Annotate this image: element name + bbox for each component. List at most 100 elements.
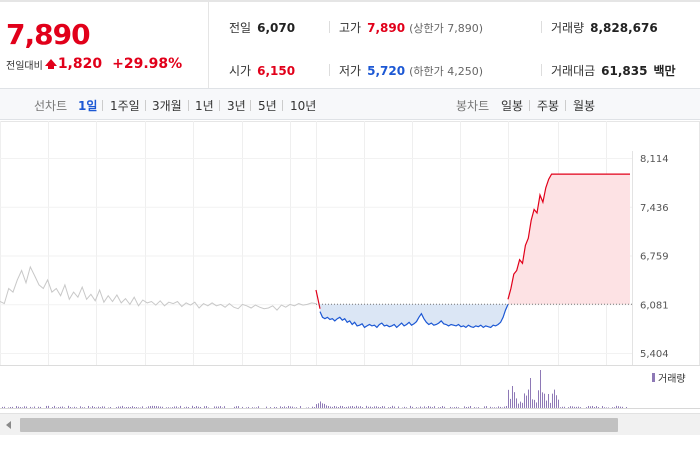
volume-bar bbox=[188, 407, 189, 408]
volume-bar bbox=[70, 407, 71, 408]
volume-bar bbox=[222, 407, 223, 408]
volume-bar bbox=[300, 406, 301, 408]
volume-bar bbox=[434, 406, 435, 408]
volume-bar bbox=[410, 405, 411, 408]
tab-1week[interactable]: 1주일 bbox=[110, 99, 140, 113]
volume-bar bbox=[60, 406, 61, 408]
volume-bar bbox=[484, 406, 485, 408]
volume-bar bbox=[22, 407, 23, 408]
volume-legend-label: 거래량 bbox=[658, 373, 686, 385]
volume-bar bbox=[322, 403, 323, 408]
volume-bar bbox=[616, 405, 617, 408]
volume-bar bbox=[442, 406, 443, 408]
stat-low: 저가 5,720 (하한가 4,250) bbox=[339, 64, 483, 78]
volume-bar bbox=[224, 406, 225, 408]
volume-bar bbox=[390, 406, 391, 408]
volume-bar bbox=[450, 406, 451, 408]
volume-bar bbox=[548, 394, 549, 408]
volume-bar bbox=[68, 405, 69, 408]
chart-scrollbar[interactable] bbox=[0, 413, 700, 435]
volume-bar bbox=[52, 407, 53, 408]
volume-bar bbox=[266, 406, 267, 408]
line-chart-label: 선차트 bbox=[34, 99, 68, 113]
volume-bar bbox=[508, 389, 509, 408]
volume-bar bbox=[334, 406, 335, 408]
volume-bar bbox=[58, 407, 59, 408]
volume-bar bbox=[146, 407, 147, 408]
volume-bar bbox=[16, 406, 17, 408]
volume-bar bbox=[370, 406, 371, 408]
volume-bar bbox=[216, 406, 217, 408]
volume-bar bbox=[574, 406, 575, 408]
volume-bar bbox=[200, 406, 201, 408]
volume-bar bbox=[592, 405, 593, 408]
volume-bar bbox=[192, 405, 193, 408]
volume-bar bbox=[550, 402, 551, 408]
volume-bar bbox=[626, 406, 627, 408]
volume-bar bbox=[620, 406, 621, 408]
tab-10years[interactable]: 10년 bbox=[290, 99, 317, 113]
tab-daily-candle[interactable]: 일봉 bbox=[501, 99, 524, 113]
volume-bar bbox=[62, 406, 63, 408]
volume-bar bbox=[394, 406, 395, 408]
volume-bar bbox=[254, 407, 255, 408]
y-tick-label: 7,436 bbox=[640, 203, 669, 214]
price-chart: 8,114 7,436 6,759 6,081 5,404 거래량 bbox=[0, 121, 700, 409]
volume-bar bbox=[366, 405, 367, 408]
volume-bar bbox=[94, 406, 95, 408]
volume-bar bbox=[346, 406, 347, 408]
scroll-thumb[interactable] bbox=[20, 418, 618, 432]
volume-bar bbox=[198, 406, 199, 408]
volume-bar bbox=[34, 406, 35, 408]
volume-bar bbox=[392, 405, 393, 408]
stat-open: 시가 6,150 bbox=[229, 64, 296, 78]
volume-bar bbox=[8, 407, 9, 408]
volume-bar bbox=[546, 400, 547, 408]
volume-bar bbox=[286, 407, 287, 408]
volume-bar bbox=[512, 386, 513, 408]
tab-3months[interactable]: 3개월 bbox=[152, 99, 182, 113]
divider bbox=[541, 21, 542, 33]
volume-bar bbox=[82, 407, 83, 408]
volume-bar bbox=[562, 406, 563, 408]
chart-toolbar: 선차트 1일 1주일 3개월 1년 3년 5년 10년 봉차트 일봉 주봉 월봉 bbox=[0, 88, 700, 120]
volume-bar bbox=[30, 406, 31, 408]
tab-weekly-candle[interactable]: 주봉 bbox=[537, 99, 560, 113]
volume-bar bbox=[590, 406, 591, 408]
volume-bar bbox=[96, 407, 97, 408]
volume-bar bbox=[72, 407, 73, 408]
volume-bar bbox=[374, 406, 375, 408]
volume-bar bbox=[344, 407, 345, 408]
volume-bar bbox=[26, 406, 27, 408]
volume-bar bbox=[150, 406, 151, 408]
volume-bar bbox=[362, 407, 363, 408]
tab-1day[interactable]: 1일 bbox=[78, 99, 98, 113]
tab-5years[interactable]: 5년 bbox=[258, 99, 277, 113]
tab-3years[interactable]: 3년 bbox=[227, 99, 246, 113]
scroll-left-icon[interactable] bbox=[6, 421, 11, 429]
tab-monthly-candle[interactable]: 월봉 bbox=[573, 99, 596, 113]
volume-bar bbox=[498, 406, 499, 408]
volume-bar bbox=[478, 407, 479, 408]
volume-bar bbox=[554, 389, 555, 408]
volume-bar bbox=[622, 406, 623, 408]
stat-volume: 거래량 8,828,676 bbox=[551, 21, 658, 35]
volume-bar bbox=[422, 407, 423, 408]
volume-bar bbox=[128, 406, 129, 408]
volume-bar bbox=[606, 407, 607, 408]
volume-bar bbox=[518, 403, 519, 408]
volume-bar bbox=[294, 407, 295, 408]
volume-bar bbox=[398, 406, 399, 408]
volume-bar bbox=[252, 407, 253, 408]
volume-bar bbox=[176, 406, 177, 408]
volume-bar bbox=[474, 407, 475, 408]
volume-bar bbox=[234, 406, 235, 408]
volume-bar bbox=[332, 406, 333, 408]
up-triangle-icon bbox=[44, 58, 57, 69]
volume-bar bbox=[20, 407, 21, 408]
tab-1year[interactable]: 1년 bbox=[195, 99, 214, 113]
volume-bar bbox=[156, 406, 157, 408]
volume-bar bbox=[458, 407, 459, 408]
volume-bar bbox=[416, 407, 417, 408]
volume-bar bbox=[12, 406, 13, 408]
